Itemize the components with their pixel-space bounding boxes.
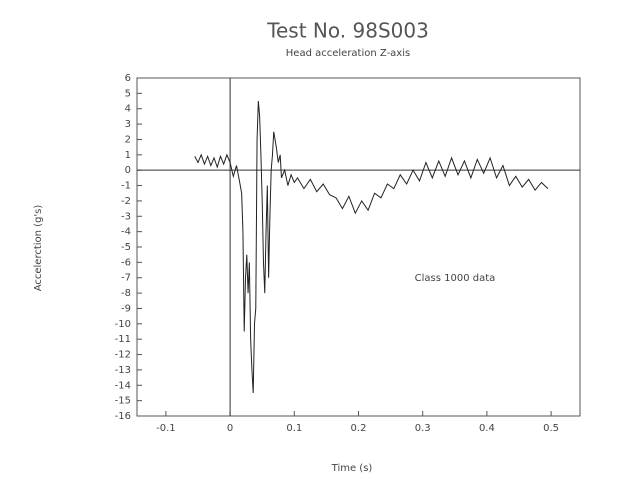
y-tick-label: -9 (121, 303, 131, 314)
y-tick-label: -11 (115, 334, 131, 345)
y-tick-label: 0 (125, 165, 131, 176)
chart-subtitle: Head acceleration Z-axis (286, 48, 410, 59)
y-axis-label: Accelerction (g's) (33, 205, 44, 292)
x-tick-label: 0.3 (415, 423, 431, 434)
y-tick-label: -3 (121, 211, 131, 222)
y-tick-label: -8 (121, 288, 131, 299)
plot-frame (136, 77, 581, 417)
y-tick-label: 4 (125, 104, 131, 115)
y-tick-label: -2 (121, 196, 131, 207)
y-tick-label: 5 (125, 88, 131, 99)
x-tick-label: 0 (227, 423, 233, 434)
y-tick-label: -16 (115, 411, 131, 422)
x-tick-label: 0.4 (479, 423, 495, 434)
y-tick-label: 2 (125, 134, 131, 145)
y-tick-label: 1 (125, 150, 131, 161)
y-tick-label: -10 (115, 319, 131, 330)
y-tick-label: 3 (125, 119, 131, 130)
y-tick-label: -5 (121, 242, 131, 253)
x-tick-label: 0.2 (351, 423, 367, 434)
x-tick-label: 0.5 (543, 423, 559, 434)
y-tick-label: -12 (115, 350, 131, 361)
y-tick-label: -13 (115, 365, 131, 376)
x-tick-label: 0.1 (286, 423, 302, 434)
annotation: Class 1000 data (415, 273, 496, 284)
data-line (194, 101, 549, 393)
y-tick-label: 6 (125, 73, 131, 84)
x-axis-label: Time (s) (331, 463, 373, 474)
x-tick-label: -0.1 (156, 423, 176, 434)
y-tick-label: -15 (115, 396, 131, 407)
y-tick-label: -7 (121, 273, 131, 284)
chart-title: Test No. 98S003 (266, 19, 429, 43)
y-tick-label: -14 (115, 380, 131, 391)
y-tick-label: -6 (121, 257, 131, 268)
y-tick-label: -4 (121, 227, 131, 238)
y-tick-label: -1 (121, 181, 131, 192)
